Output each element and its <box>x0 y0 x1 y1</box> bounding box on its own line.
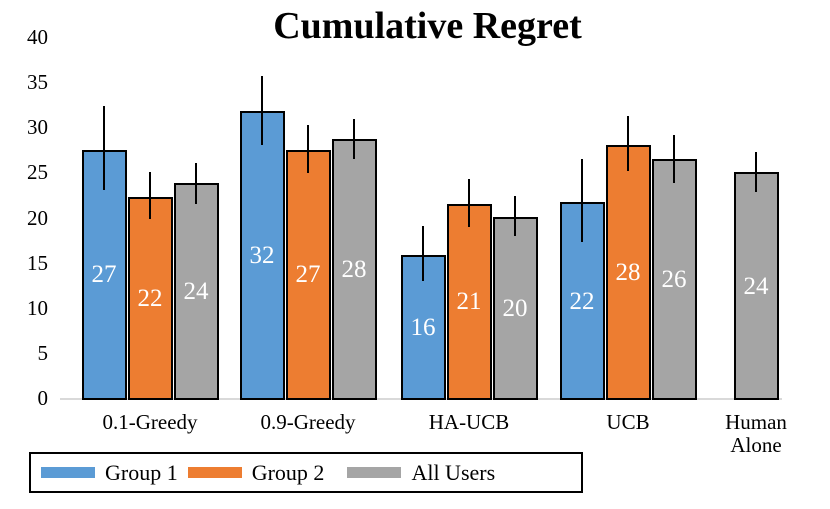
bar-group-1-0-1-greedy: 27 <box>81 149 127 400</box>
bar-value-label: 32 <box>249 241 275 269</box>
legend: Group 1 Group 2 All Users <box>29 452 583 493</box>
error-bar-all-users-0-9-greedy <box>352 119 356 159</box>
error-bar-group-2-ha-ucb <box>467 178 471 227</box>
y-axis-tick-label: 25 <box>27 160 48 185</box>
bar-value-label: 27 <box>91 261 117 289</box>
error-bar-all-users-human-alone <box>754 151 758 193</box>
bar-all-users-ha-ucb: 20 <box>492 216 538 400</box>
legend-item-all-users: All Users <box>347 460 495 486</box>
y-axis-tick-label: 0 <box>37 386 49 410</box>
bar-value-label: 28 <box>615 259 641 287</box>
x-axis-category-label-ucb: UCB <box>606 410 650 434</box>
legend-swatch-all-users <box>347 467 402 478</box>
x-axis-category-label-0-1-greedy: 0.1-Greedy <box>102 410 198 434</box>
legend-label-group-1: Group 1 <box>105 459 178 485</box>
bar-value-label: 24 <box>743 272 769 300</box>
bar-group-2-0-1-greedy: 22 <box>127 196 173 400</box>
bar-all-users-0-9-greedy: 28 <box>331 138 377 400</box>
bar-group-1-0-9-greedy: 32 <box>239 111 285 400</box>
bar-group-2-ha-ucb: 21 <box>446 203 492 400</box>
bar-all-users-ucb: 26 <box>651 158 697 400</box>
legend-item-group-1: Group 1 <box>41 460 178 486</box>
chart-title: Cumulative Regret <box>273 5 582 47</box>
y-axis-tick-label: 15 <box>27 250 48 275</box>
error-bar-group-2-0-1-greedy <box>148 172 152 220</box>
error-bar-group-2-ucb <box>626 116 630 171</box>
error-bar-group-1-ucb <box>580 158 584 242</box>
y-axis-tick-label: 5 <box>37 340 49 365</box>
bar-value-label: 26 <box>661 265 687 293</box>
bar-group-2-0-9-greedy: 27 <box>285 149 331 400</box>
bar-group-2-ucb: 28 <box>605 145 651 400</box>
error-bar-group-2-0-9-greedy <box>306 124 310 174</box>
bar-value-label: 20 <box>502 294 528 322</box>
legend-swatch-group-1 <box>41 467 95 478</box>
x-axis-category-label-0-9-greedy: 0.9-Greedy <box>260 410 356 434</box>
bar-value-label: 28 <box>341 255 367 283</box>
bar-all-users-0-1-greedy: 24 <box>173 183 219 400</box>
legend-label-group-2: Group 2 <box>251 459 325 485</box>
bar-value-label: 22 <box>137 284 163 312</box>
bar-value-label: 24 <box>183 278 209 306</box>
error-bar-all-users-0-1-greedy <box>194 163 198 204</box>
bar-all-users-human-alone: 24 <box>733 172 779 400</box>
x-axis-category-label-human-alone: Human Alone <box>725 410 787 457</box>
error-bar-group-1-ha-ucb <box>421 225 425 281</box>
bar-group-1-ucb: 22 <box>559 202 605 400</box>
error-bar-all-users-ucb <box>672 135 676 184</box>
x-axis-category-label-ha-ucb: HA-UCB <box>428 410 510 434</box>
y-axis-tick-label: 35 <box>27 70 48 95</box>
legend-label-all-users: All Users <box>411 459 496 485</box>
y-axis-tick-label: 40 <box>27 25 48 49</box>
error-bar-group-1-0-1-greedy <box>102 106 106 191</box>
bar-value-label: 22 <box>569 287 595 315</box>
bar-value-label: 21 <box>456 288 482 316</box>
legend-swatch-group-2 <box>187 467 242 478</box>
y-axis-tick-label: 30 <box>27 115 48 140</box>
bar-value-label: 27 <box>295 261 321 289</box>
legend-item-group-2: Group 2 <box>187 459 325 486</box>
y-axis-tick-label: 10 <box>27 295 48 320</box>
bar-value-label: 16 <box>410 313 436 341</box>
y-axis-tick-label: 20 <box>27 205 48 230</box>
error-bar-group-1-0-9-greedy <box>260 75 264 146</box>
error-bar-all-users-ha-ucb <box>513 195 517 236</box>
